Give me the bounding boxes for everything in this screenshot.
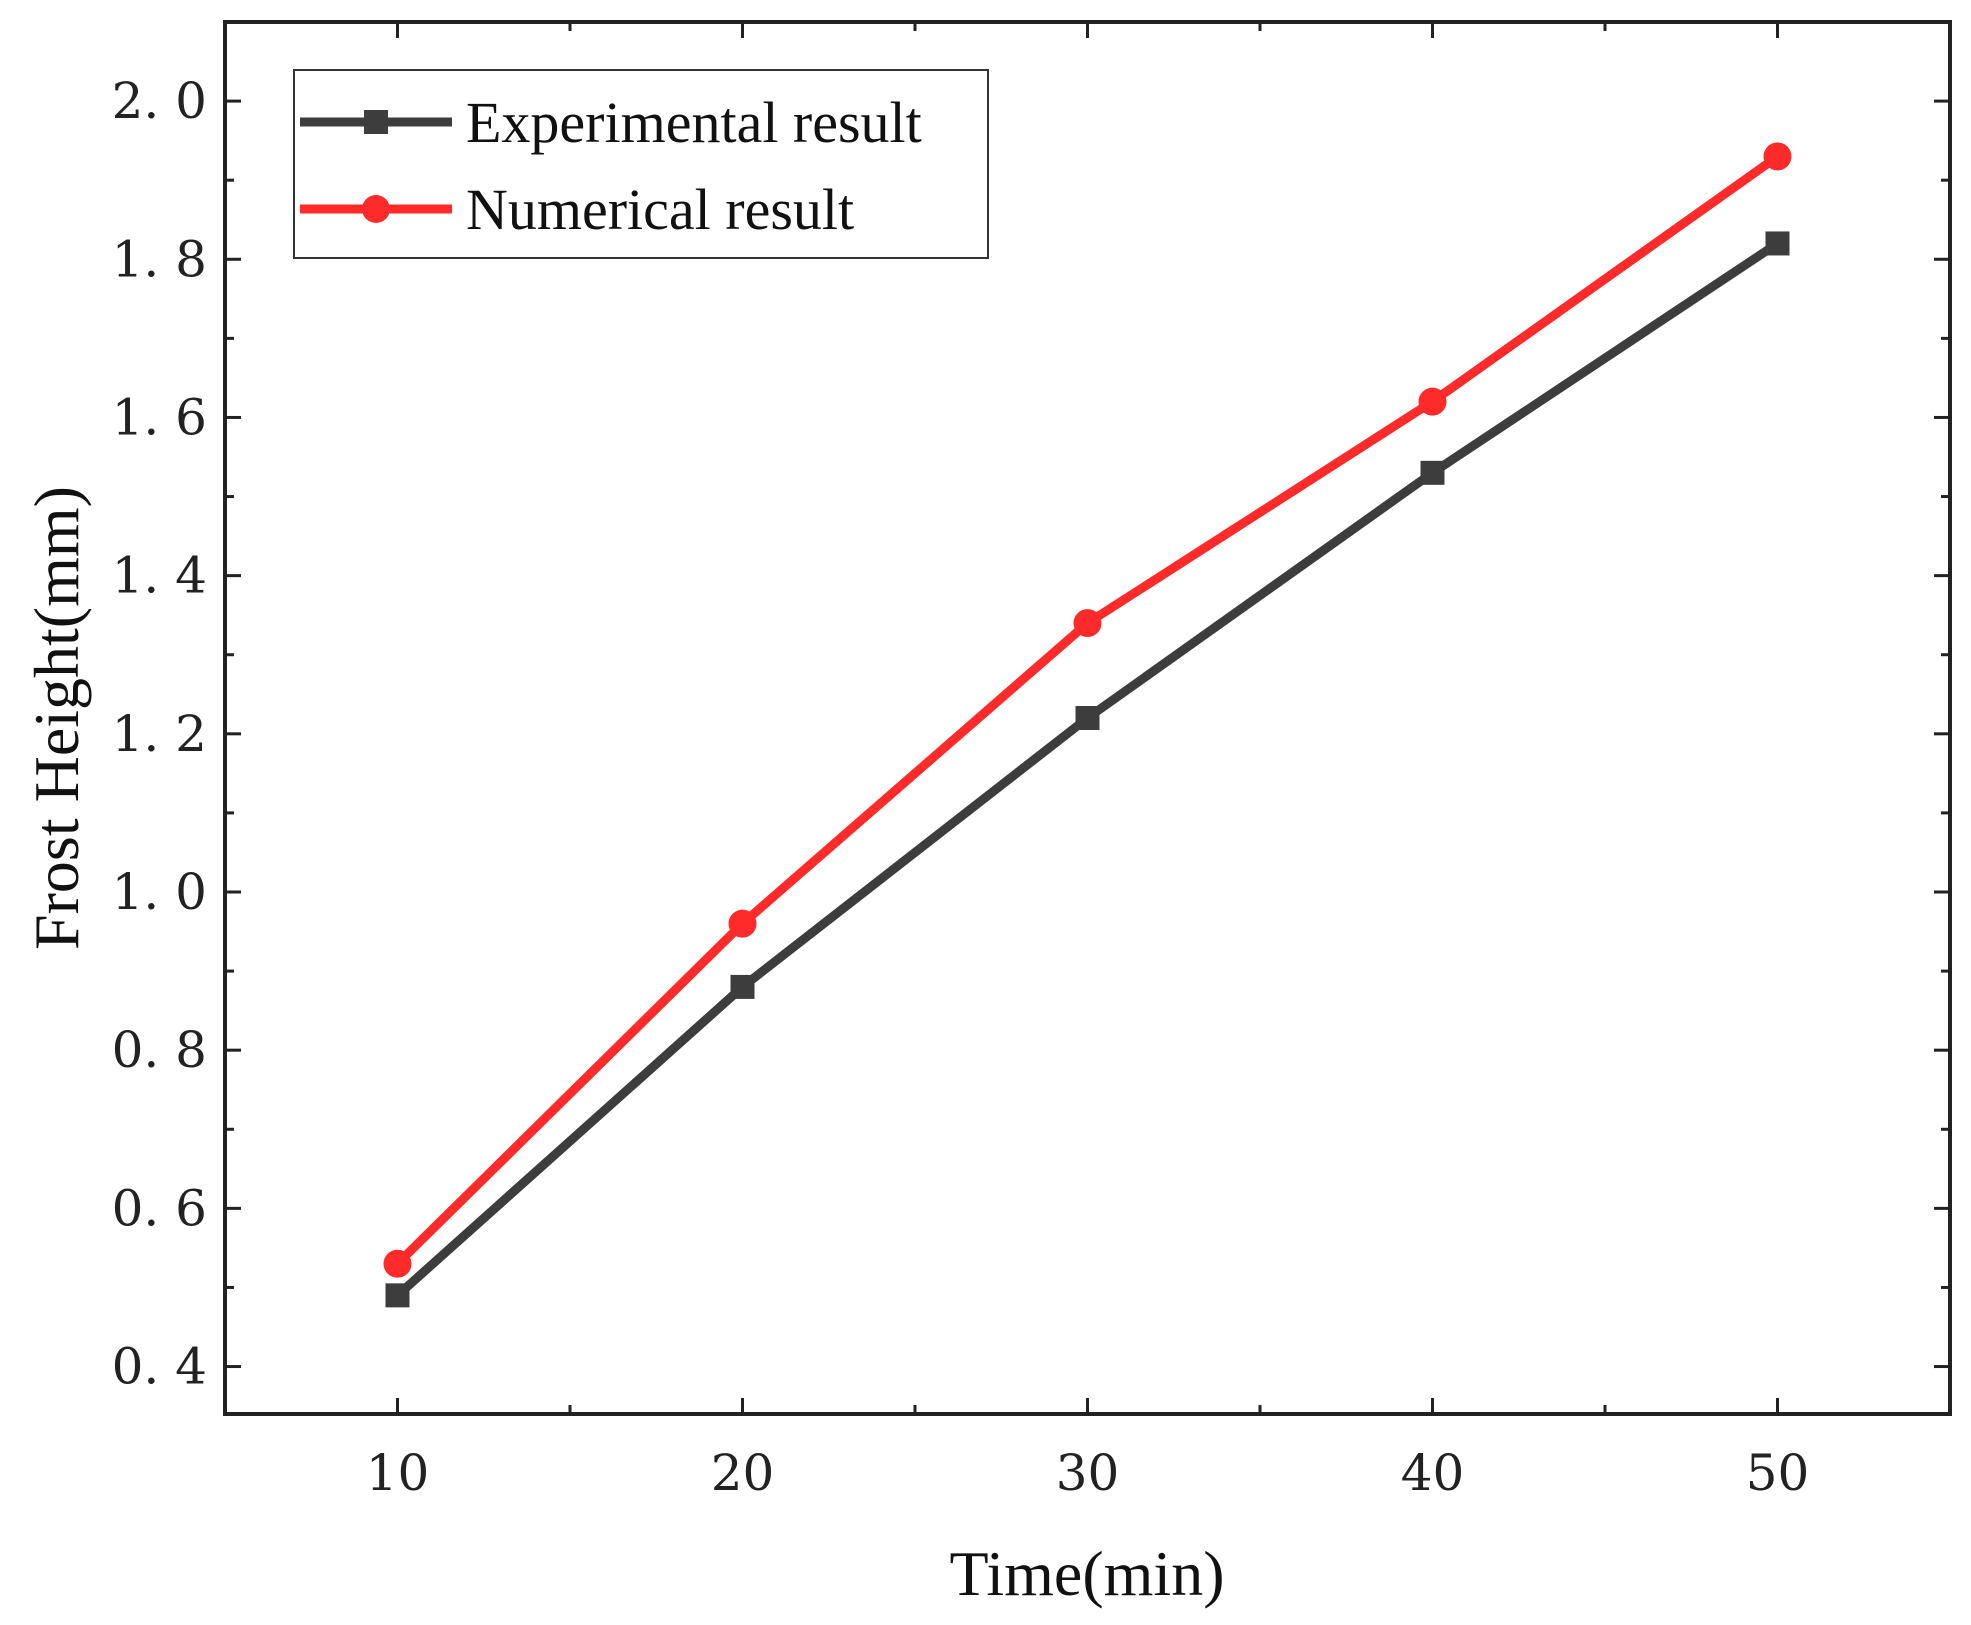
data-point-circle [1763, 142, 1792, 171]
y-axis-title: Frost Height(mm) [21, 486, 92, 950]
x-tick-label: 10 [366, 1444, 430, 1502]
series-line [394, 239, 1780, 1299]
series-experimental [385, 231, 1790, 1308]
legend-box [293, 69, 989, 259]
x-tick-label: 20 [711, 1444, 775, 1502]
x-tick-label: 50 [1746, 1444, 1810, 1502]
series-layer [383, 142, 1792, 1308]
y-tick-label: 0. 8 [112, 1021, 207, 1079]
axis-ticks: 0. 4 0. 6 0. 8 1. 0 1. 2 1. 4 1. 6 1. 8 2. 0 10 20… [112, 22, 1950, 1502]
legend-marker-circle [362, 195, 390, 223]
y-tick-label: 2. 0 [112, 72, 207, 130]
data-point-square [1420, 460, 1445, 485]
data-point-square [385, 1283, 410, 1308]
y-tick-label: 0. 4 [112, 1338, 207, 1396]
legend-label: Numerical result [466, 177, 854, 242]
x-axis-title: Time(min) [950, 1538, 1225, 1609]
legend-marker-square [364, 110, 388, 134]
y-tick-label: 1. 4 [112, 547, 207, 605]
data-point-circle [1418, 387, 1447, 416]
data-point-square [1765, 231, 1790, 256]
y-tick-label: 1. 2 [112, 705, 207, 763]
data-point-square [730, 974, 755, 999]
legend-label: Experimental result [466, 90, 922, 155]
legend: Experimental result Numerical result [293, 69, 989, 259]
data-point-circle [728, 909, 757, 938]
data-point-circle [383, 1249, 412, 1278]
series-numerical [383, 142, 1792, 1278]
y-tick-label: 1. 8 [112, 230, 207, 288]
y-tick-label: 0. 6 [112, 1179, 207, 1237]
y-tick-label: 1. 6 [112, 388, 207, 446]
data-point-square [1075, 706, 1100, 730]
y-tick-label: 1. 0 [112, 863, 207, 921]
x-tick-label: 30 [1056, 1444, 1120, 1502]
data-point-circle [1073, 609, 1102, 638]
x-tick-label: 40 [1401, 1444, 1465, 1502]
